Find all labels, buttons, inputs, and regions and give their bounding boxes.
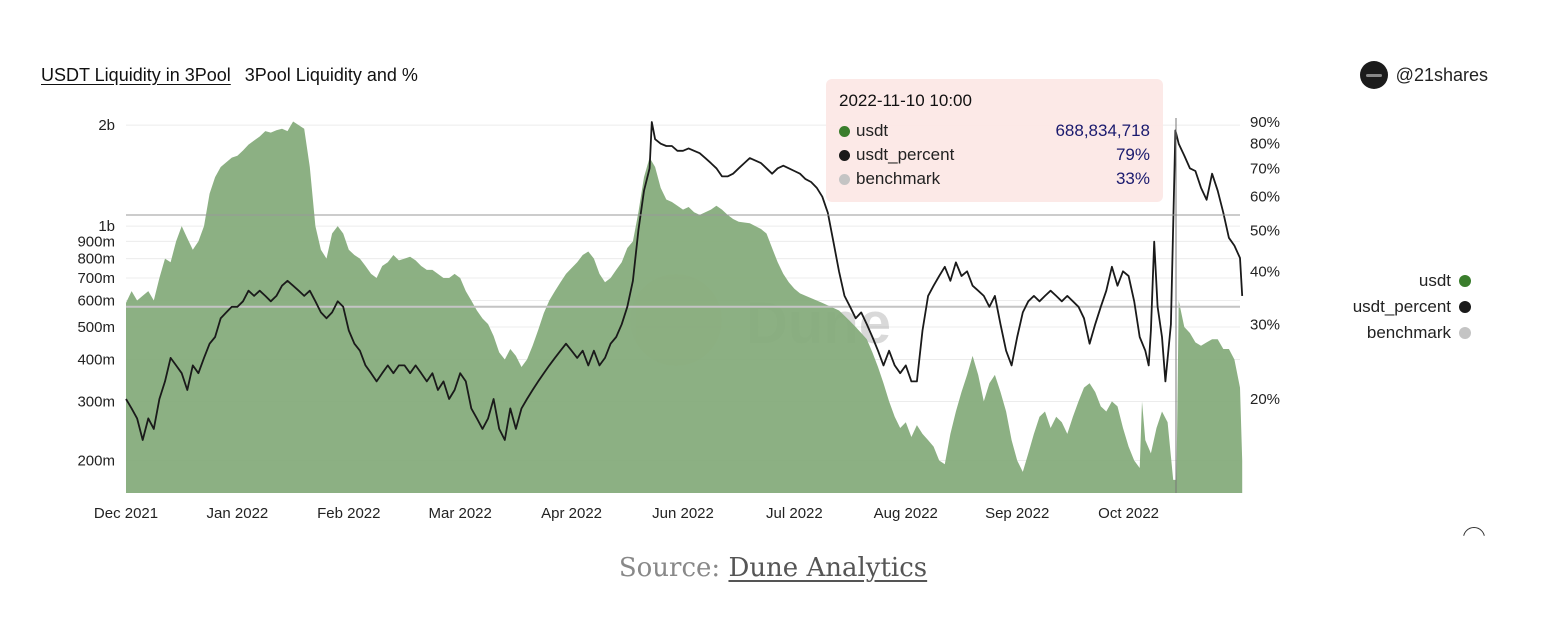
y-right-tick-label: 20% [1250,391,1280,408]
legend-label: benchmark [1366,323,1451,342]
tooltip-series-name: usdt [856,121,889,140]
tooltip-series-value: 688,834,718 [1055,121,1150,140]
y-right-tick-label: 90% [1250,114,1280,131]
x-tick-label: Oct 2022 [1098,505,1159,522]
x-tick-label: Aug 2022 [874,505,938,522]
source-prefix: Source: [618,553,721,583]
tooltip-dot-benchmark [839,173,850,185]
y-right-tick-label: 80% [1250,136,1280,153]
tooltip-series-name: usdt_percent [856,145,955,164]
y-right-tick-label: 30% [1250,316,1280,333]
chart-subtitle: 3Pool Liquidity and % [244,64,418,85]
source-link[interactable]: Dune Analytics [728,553,928,583]
x-tick-label: Jun 2022 [652,505,714,522]
avatar-logo-mark [1365,73,1382,77]
y-right-tick-label: 70% [1250,160,1280,177]
source-caption: Source: Dune Analytics [0,553,1546,583]
y-left-tick-label: 2b [98,117,115,134]
tooltip-date: 2022-11-10 10:00 [839,91,972,110]
x-tick-label: Jul 2022 [766,505,823,522]
x-tick-label: Apr 2022 [541,505,602,522]
y-right-tick-label: 50% [1250,222,1280,239]
tooltip-series-value: 79% [1115,145,1150,164]
account-handle: @21shares [1395,64,1488,85]
legend-item-usdt[interactable]: usdt [1353,268,1471,294]
legend-label: usdt_percent [1352,297,1451,316]
account-badge[interactable]: @21shares [1359,61,1488,89]
y-right-tick-label: 40% [1250,263,1280,280]
y-left-tick-label: 400m [77,352,115,369]
y-left-tick-label: 1b [98,218,115,235]
x-tick-label: Feb 2022 [317,505,380,522]
legend-dot-usdt [1459,275,1471,287]
y-right-tick-label: 60% [1250,189,1280,206]
tooltip-row-usdt: usdt 688,834,718 [839,119,1150,143]
legend-item-benchmark[interactable]: benchmark [1353,320,1471,346]
tooltip-series-value: 33% [1115,169,1150,188]
x-tick-label: Mar 2022 [429,505,492,522]
x-tick-label: Dec 2021 [94,505,158,522]
y-left-tick-label: 600m [77,292,115,309]
legend-dot-benchmark [1459,327,1471,339]
tooltip-dot-usdt [839,125,850,137]
x-tick-label: Jan 2022 [207,505,269,522]
chart-header: USDT Liquidity in 3Pool 3Pool Liquidity … [41,62,418,88]
tooltip-dot-usdt-percent [839,149,850,161]
y-left-tick-label: 900m [77,233,115,250]
legend-dot-usdt-percent [1459,301,1471,313]
y-left-tick-label: 500m [77,319,115,336]
account-avatar [1359,61,1388,89]
chart-legend: usdt usdt_percent benchmark [1353,268,1471,346]
tooltip-row-usdt-percent: usdt_percent 79% [839,143,1150,167]
y-left-tick-label: 800m [77,251,115,268]
legend-label: usdt [1418,271,1451,290]
series-line-usdt-percent [125,121,1244,441]
tooltip-series-name: benchmark [856,169,941,188]
tooltip-row-benchmark: benchmark 33% [839,167,1150,191]
y-left-tick-label: 200m [77,452,115,469]
chart-title-link[interactable]: USDT Liquidity in 3Pool [41,64,231,85]
legend-item-usdt-percent[interactable]: usdt_percent [1353,294,1471,320]
y-left-tick-label: 300m [77,393,115,410]
hover-tooltip: 2022-11-10 10:00 usdt 688,834,718 usdt_p… [826,79,1163,202]
x-tick-label: Sep 2022 [985,505,1049,522]
y-left-tick-label: 700m [77,270,115,287]
